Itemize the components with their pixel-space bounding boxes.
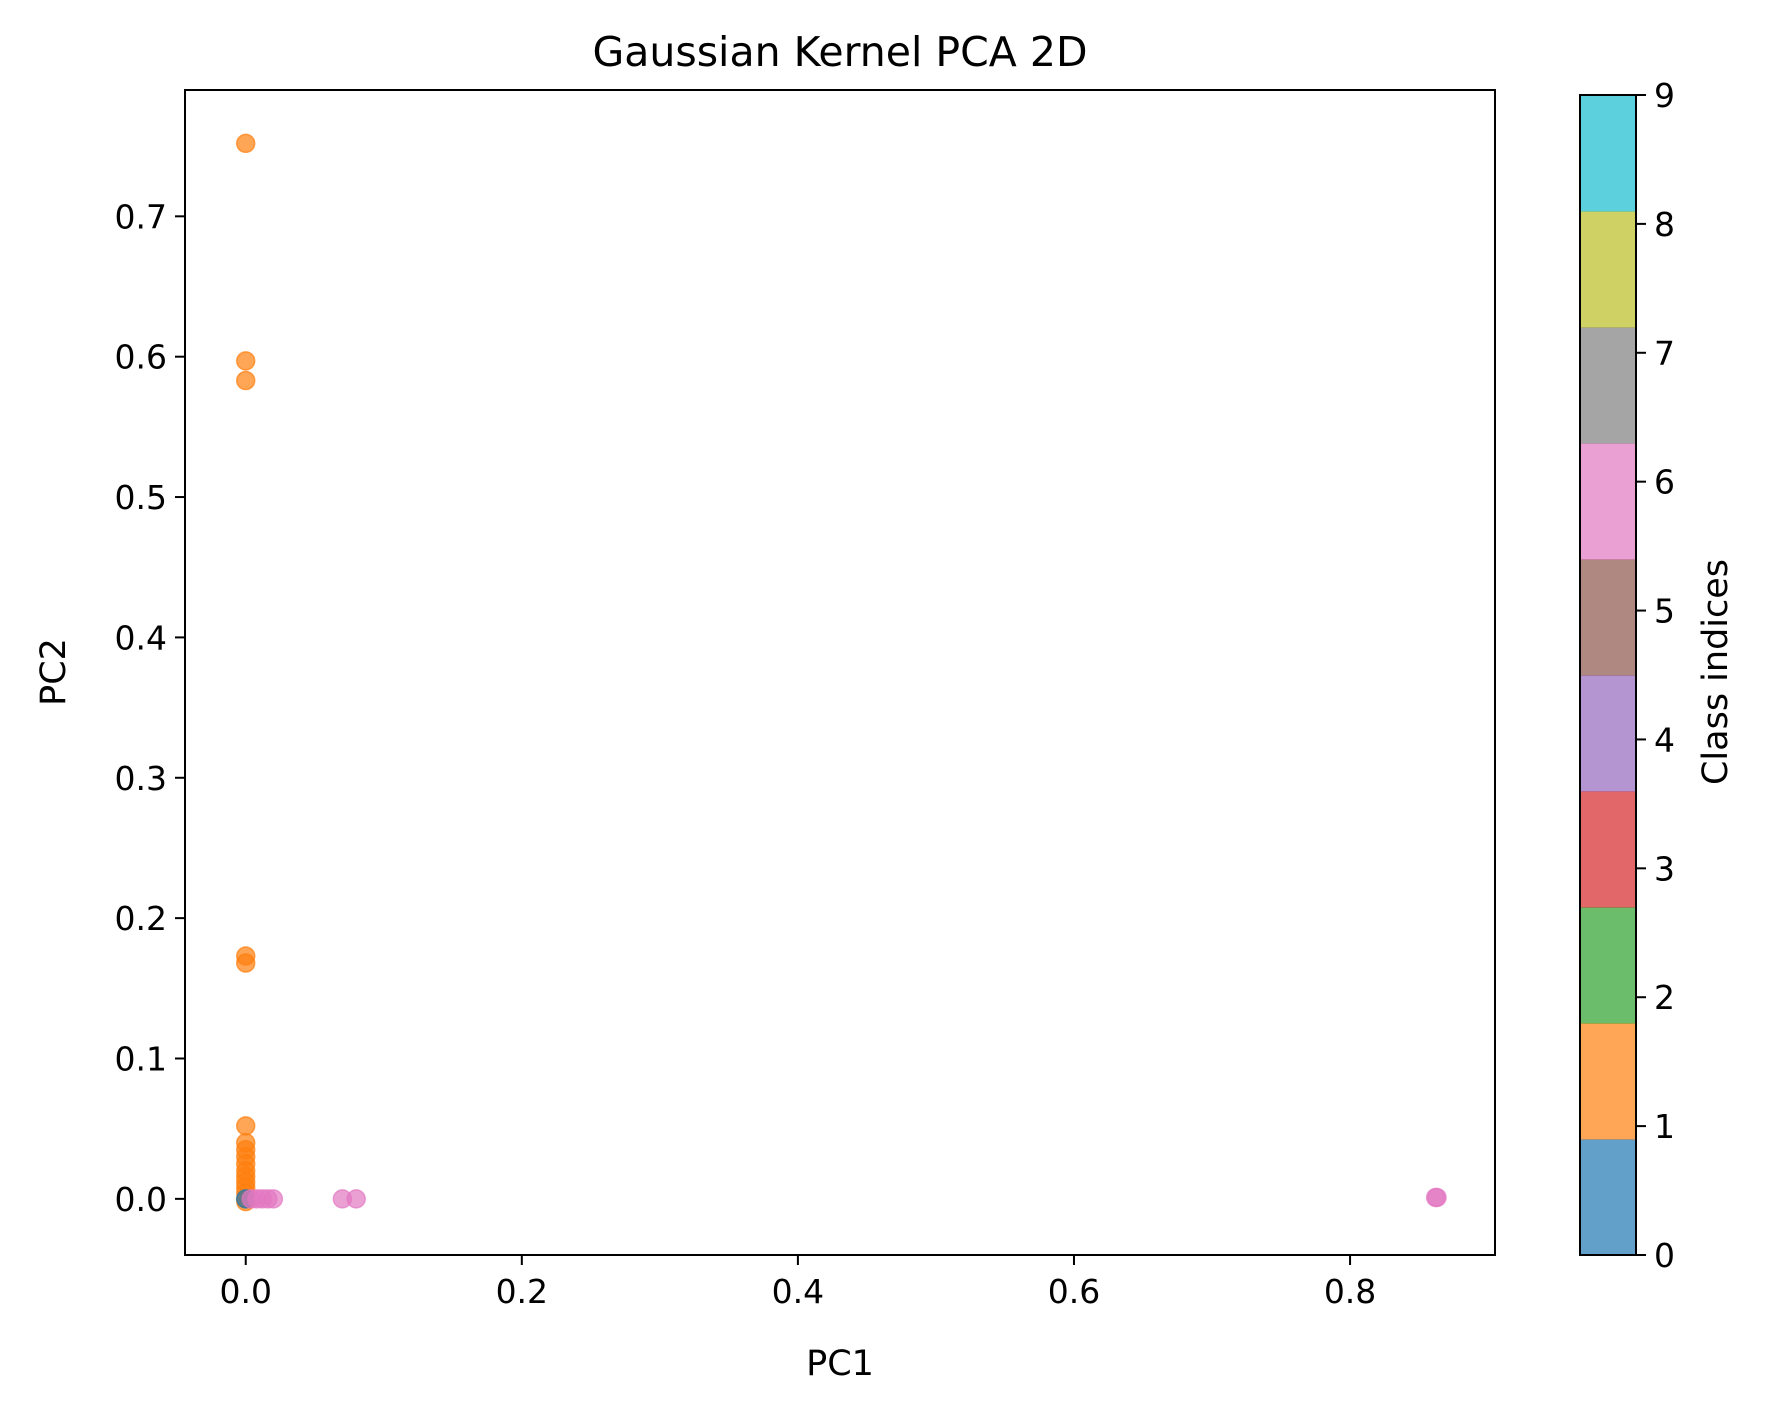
points-layer [235,133,1447,1212]
colorbar-segment [1580,443,1636,560]
plot-frame [184,89,1496,1256]
x-tick-label: 0.0 [219,1272,271,1311]
data-point [235,133,256,154]
data-point [235,351,256,371]
x-tick-label: 0.4 [772,1272,824,1311]
colorbar-label: Class indices [1696,559,1736,785]
chart-title: Gaussian Kernel PCA 2D [592,28,1087,76]
y-tick-label: 0.3 [115,759,167,798]
colorbar-segment [1580,211,1636,328]
data-point [235,370,256,391]
y-axis-label: PC2 [34,638,74,706]
colorbar-tick-label: 0 [1654,1236,1675,1275]
data-point [263,1189,284,1209]
data-point [346,1189,366,1209]
x-tick-label: 0.6 [1048,1272,1100,1311]
colorbar-tick-label: 6 [1654,463,1675,502]
x-axis-label: PC1 [806,1344,874,1384]
colorbar-segment [1580,675,1636,792]
colorbar-frame [1579,94,1637,1256]
colorbar-segment [1580,1023,1636,1140]
y-tick-label: 0.5 [115,478,167,517]
colorbar-segment [1580,559,1636,676]
x-tick-label: 0.2 [496,1272,548,1311]
colorbar-tick-label: 7 [1654,334,1675,373]
data-point [235,1116,256,1136]
colorbar-segment [1580,1139,1636,1256]
colorbar-segment [1580,907,1636,1024]
colorbar-tick-label: 9 [1654,76,1675,115]
colorbar-tick-label: 3 [1654,849,1675,888]
colorbar-tick-label: 1 [1654,1107,1675,1146]
y-tick-label: 0.7 [115,197,167,236]
y-tick-label: 0.1 [115,1039,167,1078]
y-tick-label: 0.6 [115,338,167,377]
x-tick-label: 0.8 [1324,1272,1376,1311]
y-tick-label: 0.4 [115,618,167,657]
y-tick-label: 0.0 [115,1180,167,1219]
colorbar-tick-label: 8 [1654,205,1675,244]
y-axis-ticks: 0.0 0.1 0.2 0.3 0.4 0.5 0.6 0.7 [115,197,185,1219]
data-point [1427,1187,1447,1208]
colorbar-tick-label: 4 [1654,720,1675,759]
colorbar-segment [1580,95,1636,212]
colorbar-tick-label: 5 [1654,592,1675,631]
colorbar-segment [1580,791,1636,908]
colorbar-tick-label: 2 [1654,978,1675,1017]
y-tick-label: 0.2 [115,899,167,938]
x-axis-ticks: 0.0 0.2 0.4 0.6 0.8 [219,1255,1376,1311]
colorbar-segment [1580,327,1636,444]
colorbar: 0 1 2 3 4 5 6 7 8 9 [1579,76,1675,1275]
data-point [235,953,256,973]
